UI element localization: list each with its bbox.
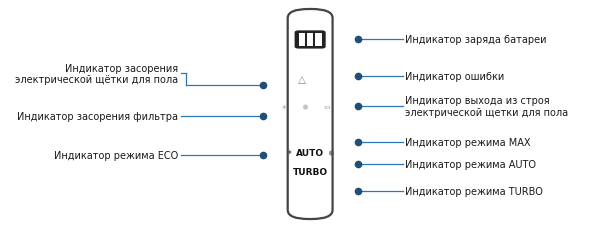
Text: Индикатор засорения фильтра: Индикатор засорения фильтра <box>17 112 178 122</box>
FancyBboxPatch shape <box>295 32 325 49</box>
Text: Индикатор режима AUTO: Индикатор режима AUTO <box>405 159 536 169</box>
Text: TURBO: TURBO <box>293 167 328 176</box>
Text: AUTO: AUTO <box>296 148 324 157</box>
Text: ✶: ✶ <box>286 148 293 157</box>
Bar <box>315 34 322 46</box>
Text: ❅: ❅ <box>301 102 308 111</box>
Text: Индикатор ошибки: Индикатор ошибки <box>405 71 505 81</box>
Text: Индикатор режима MAX: Индикатор режима MAX <box>405 138 530 147</box>
Text: Индикатор выхода из строя
электрической щетки для пола: Индикатор выхода из строя электрической … <box>405 96 568 117</box>
Text: ☀: ☀ <box>280 102 287 111</box>
Bar <box>307 34 313 46</box>
Text: Индикатор засорения
электрической щётки для пола: Индикатор засорения электрической щётки … <box>15 63 178 85</box>
Text: ⤆: ⤆ <box>324 102 330 111</box>
Text: Индикатор заряда батареи: Индикатор заряда батареи <box>405 35 547 45</box>
Text: Индикатор режима ECO: Индикатор режима ECO <box>54 150 178 160</box>
FancyBboxPatch shape <box>287 10 332 219</box>
Bar <box>299 34 305 46</box>
Text: ❅: ❅ <box>328 148 335 157</box>
Text: Индикатор режима TURBO: Индикатор режима TURBO <box>405 186 543 196</box>
Text: △: △ <box>298 75 306 85</box>
